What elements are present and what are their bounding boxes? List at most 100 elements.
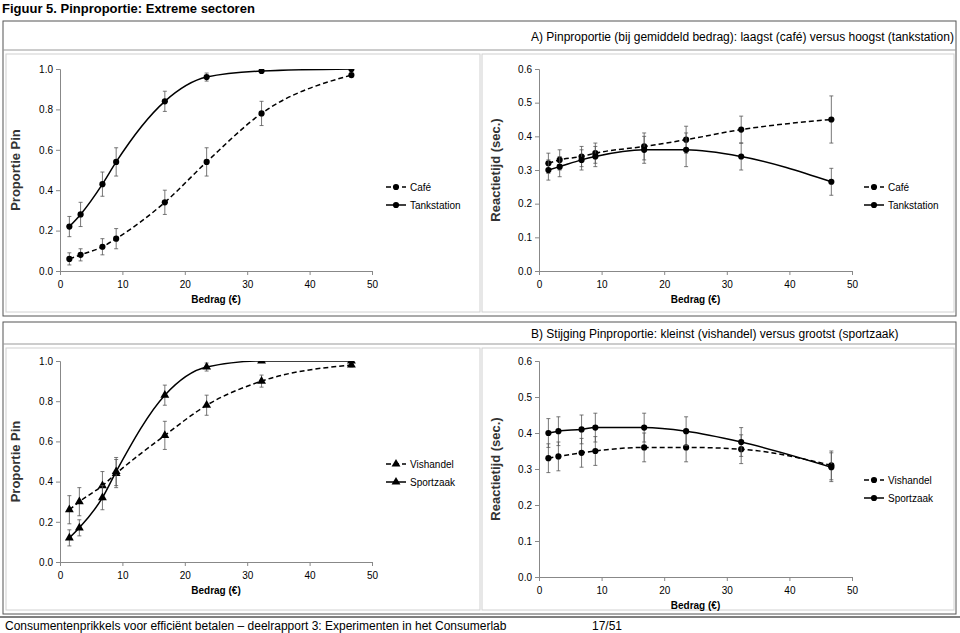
error-bar-cap (260, 101, 264, 102)
data-point (202, 362, 211, 370)
y-tick-label: 0.0 (39, 557, 53, 568)
y-tick: 0.0 (39, 557, 60, 568)
error-bar-cap (829, 451, 833, 452)
error-bar-cap (67, 236, 71, 237)
data-point (578, 450, 584, 456)
error-bar-cap (114, 228, 118, 229)
y-axis-title: Proportie Pin (8, 421, 23, 503)
y-tick: 0.5 (518, 97, 539, 108)
data-point (641, 444, 647, 450)
data-point (113, 236, 119, 242)
y-tick-mark (56, 562, 60, 563)
chart: 010203040500.00.20.40.60.81.0Bedrag (€)P… (6, 54, 480, 312)
data-point (578, 157, 584, 163)
y-tick: 0.2 (518, 500, 539, 511)
y-tick-mark (56, 361, 60, 362)
error-bar-cap (114, 485, 118, 486)
data-point (112, 466, 121, 474)
error-bar-cap (163, 421, 167, 422)
data-point (738, 127, 744, 133)
x-tick-mark (310, 562, 311, 566)
y-tick: 0.4 (39, 476, 60, 487)
error-bar-cap (79, 226, 83, 227)
chart-frame (482, 348, 954, 610)
legend-marker (871, 495, 877, 501)
x-tick-mark (789, 577, 790, 581)
x-tick-mark (664, 577, 665, 581)
error-bar-cap (67, 523, 71, 524)
legend-item: Sportzaak (864, 493, 934, 504)
legend-label: Café (888, 182, 910, 193)
legend-item: Tankstation (864, 200, 939, 211)
x-tick-label: 40 (784, 585, 796, 596)
y-tick-mark (535, 271, 539, 272)
y-tick-mark (535, 361, 539, 362)
error-bar-cap (114, 176, 118, 177)
x-tick: 30 (242, 562, 254, 581)
x-tick: 40 (784, 577, 796, 596)
error-bar-cap (593, 442, 597, 443)
data-point (828, 179, 834, 185)
error-bar-cap (163, 91, 167, 92)
x-tick-label: 20 (659, 585, 671, 596)
y-tick-mark (535, 505, 539, 506)
series-line (548, 428, 831, 468)
y-tick-label: 0.4 (518, 131, 532, 142)
data-point (683, 428, 689, 434)
y-tick: 1.0 (39, 356, 60, 367)
data-point (545, 455, 551, 461)
error-bar-cap (593, 146, 597, 147)
x-axis-title: Bedrag (€) (671, 600, 720, 611)
y-tick-mark (56, 69, 60, 70)
x-tick-label: 20 (659, 279, 671, 290)
legend-marker (871, 477, 877, 483)
x-tick-label: 50 (847, 585, 859, 596)
y-tick-label: 0.6 (39, 145, 53, 156)
y-tick: 0.6 (518, 356, 539, 367)
data-point (347, 361, 356, 364)
chart-frame (6, 54, 480, 312)
x-tick: 50 (367, 562, 379, 581)
y-tick-label: 0.8 (39, 104, 53, 115)
y-tick-label: 0.2 (39, 517, 53, 528)
error-bar-cap (739, 116, 743, 117)
error-bar-cap (684, 166, 688, 167)
error-bar-cap (67, 252, 71, 253)
x-tick: 20 (180, 271, 192, 290)
legend-item: Café (864, 182, 910, 193)
error-bar-cap (260, 387, 264, 388)
series-line (548, 120, 831, 164)
y-tick: 0.5 (518, 392, 539, 403)
error-bar-cap (546, 153, 550, 154)
y-tick: 0.2 (39, 517, 60, 528)
y-axis-line (56, 362, 61, 563)
x-tick: 10 (117, 562, 129, 581)
data-point (592, 448, 598, 454)
legend-marker (393, 202, 399, 208)
data-point (641, 147, 647, 153)
y-tick-mark (56, 401, 60, 402)
plot-area (66, 69, 354, 265)
y-tick-mark (56, 150, 60, 151)
y-tick: 0.4 (518, 428, 539, 439)
y-tick-mark (56, 271, 60, 272)
data-point (683, 147, 689, 153)
legend-label: Tankstation (410, 200, 461, 211)
x-tick-mark (602, 271, 603, 275)
x-tick: 30 (242, 271, 254, 290)
error-bar-cap (163, 405, 167, 406)
x-tick: 20 (659, 577, 671, 596)
error-bar-cap (739, 456, 743, 457)
y-tick-label: 0.5 (518, 392, 532, 403)
x-tick-mark (664, 271, 665, 275)
y-axis: 0.00.10.20.30.40.50.6 (518, 356, 539, 583)
legend-label: Sportzaak (888, 493, 934, 504)
data-point (641, 425, 647, 431)
plot-area (545, 413, 834, 481)
error-bar-cap (79, 202, 83, 203)
y-tick: 0.2 (39, 225, 60, 236)
error-bar-cap (739, 143, 743, 144)
error-bar-cap (114, 487, 118, 488)
data-point (828, 464, 834, 470)
y-tick: 0.3 (518, 464, 539, 475)
